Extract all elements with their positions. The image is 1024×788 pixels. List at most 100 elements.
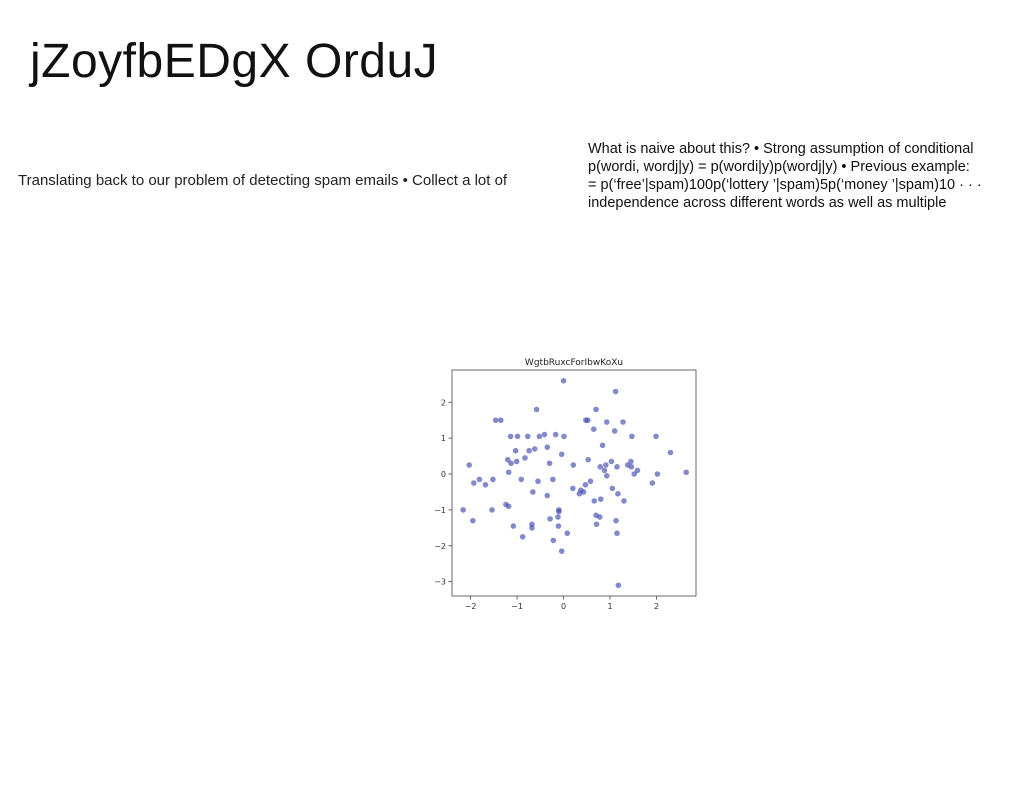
scatter-point — [614, 464, 620, 470]
scatter-point — [504, 456, 511, 463]
scatter-point — [667, 449, 674, 456]
scatter-point — [531, 446, 538, 452]
scatter-point — [505, 469, 512, 476]
scatter-point — [653, 433, 659, 440]
scatter-point — [593, 521, 600, 528]
y-tick-label: 1 — [441, 434, 446, 443]
scatter-point — [544, 492, 551, 499]
scatter-point — [585, 456, 591, 463]
scatter-point — [603, 462, 609, 468]
scatter-point — [546, 460, 553, 467]
scatter-point — [505, 503, 512, 510]
scatter-point — [526, 447, 532, 454]
y-tick-label: 2 — [441, 398, 446, 407]
scatter-point — [628, 464, 635, 470]
scatter-point — [541, 431, 548, 438]
scatter-point — [471, 480, 477, 486]
scatter-point — [561, 433, 567, 440]
scatter-point — [570, 485, 576, 492]
scatter-point — [603, 473, 610, 479]
x-tick-label: 2 — [654, 602, 659, 611]
scatter-point — [628, 458, 634, 465]
scatter-point — [597, 496, 604, 502]
scatter-point — [631, 471, 637, 477]
scatter-point — [513, 458, 520, 465]
scatter-point — [570, 462, 577, 468]
scatter-point — [518, 476, 525, 483]
right-text-block: What is naive about this? • Strong assum… — [588, 140, 1018, 212]
scatter-point — [576, 490, 583, 497]
scatter-point — [530, 489, 536, 495]
scatter-point — [654, 471, 661, 477]
scatter-point — [597, 464, 604, 470]
x-tick-label: −1 — [511, 602, 523, 611]
scatter-point — [599, 442, 606, 449]
plot-frame — [451, 369, 697, 597]
scatter-point — [490, 476, 496, 483]
scatter-point — [489, 507, 495, 513]
scatter-point — [621, 498, 627, 504]
scatter-point — [498, 417, 504, 424]
scatter-point — [611, 428, 618, 434]
scatter-point — [587, 478, 594, 485]
chart-title: WgtbRuxcForIbwKoXu — [525, 358, 623, 368]
y-tick-label: 0 — [441, 470, 446, 479]
y-tick-label: −2 — [434, 542, 446, 551]
scatter-point — [535, 478, 541, 485]
scatter-point — [555, 523, 562, 529]
scatter-point — [492, 417, 499, 424]
scatter-point — [558, 451, 565, 458]
scatter-point — [476, 476, 483, 483]
x-tick-label: −2 — [465, 602, 477, 611]
scatter-point — [614, 530, 620, 537]
scatter-point — [603, 419, 610, 425]
x-tick-label: 1 — [607, 602, 612, 611]
scatter-point — [582, 481, 589, 488]
scatter-point — [591, 498, 598, 504]
scatter-point — [593, 512, 599, 519]
axis-ticks: −2 −1 0 1 2 −3 −2 −1 0 1 2 — [434, 398, 659, 611]
scatter-point — [536, 433, 543, 440]
scatter-point — [649, 480, 656, 486]
left-text-block: Translating back to our problem of detec… — [18, 172, 508, 189]
scatter-point — [519, 534, 526, 540]
scatter-point — [470, 517, 476, 524]
scatter-point — [550, 476, 556, 483]
right-text-line: p(wordi, wordj|y) = p(wordi|y)p(wordj|y)… — [588, 159, 970, 175]
scatter-point — [609, 485, 616, 492]
x-tick-label: 0 — [561, 602, 566, 611]
scatter-point — [482, 481, 489, 488]
slide-title: jZoyfbEDgX OrduJ — [30, 35, 439, 88]
scatter-point — [558, 548, 565, 554]
scatter-point — [507, 433, 514, 440]
scatter-point — [466, 462, 472, 468]
right-text-line: independence across different words as w… — [588, 195, 947, 211]
scatter-point — [620, 419, 626, 425]
scatter-point — [460, 507, 466, 513]
scatter-point — [634, 467, 641, 474]
scatter-point — [612, 388, 619, 395]
scatter-point — [544, 444, 551, 450]
scatter-point — [560, 377, 567, 384]
data-points — [460, 377, 690, 589]
scatter-point — [683, 469, 690, 476]
scatter-point — [608, 458, 615, 465]
scatter-point — [556, 508, 562, 515]
scatter-chart-svg: WgtbRuxcForIbwKoXu −2 −1 0 1 2 −3 −2 −1 0 1 2 — [434, 358, 697, 611]
scatter-point — [593, 406, 599, 413]
scatter-point — [529, 525, 535, 531]
scatter-point — [533, 406, 540, 413]
scatter-point — [510, 523, 517, 529]
scatter-point — [601, 467, 608, 474]
scatter-point — [564, 530, 571, 537]
scatter-point — [514, 433, 521, 440]
scatter-point — [508, 460, 514, 467]
scatter-point — [512, 447, 519, 454]
scatter-point — [547, 516, 553, 522]
scatter-point — [550, 537, 557, 544]
right-text-line: What is naive about this? • Strong assum… — [588, 141, 974, 157]
scatter-point — [555, 514, 561, 520]
scatter-point — [590, 426, 597, 432]
y-tick-label: −1 — [434, 506, 446, 515]
scatter-point — [629, 433, 635, 440]
